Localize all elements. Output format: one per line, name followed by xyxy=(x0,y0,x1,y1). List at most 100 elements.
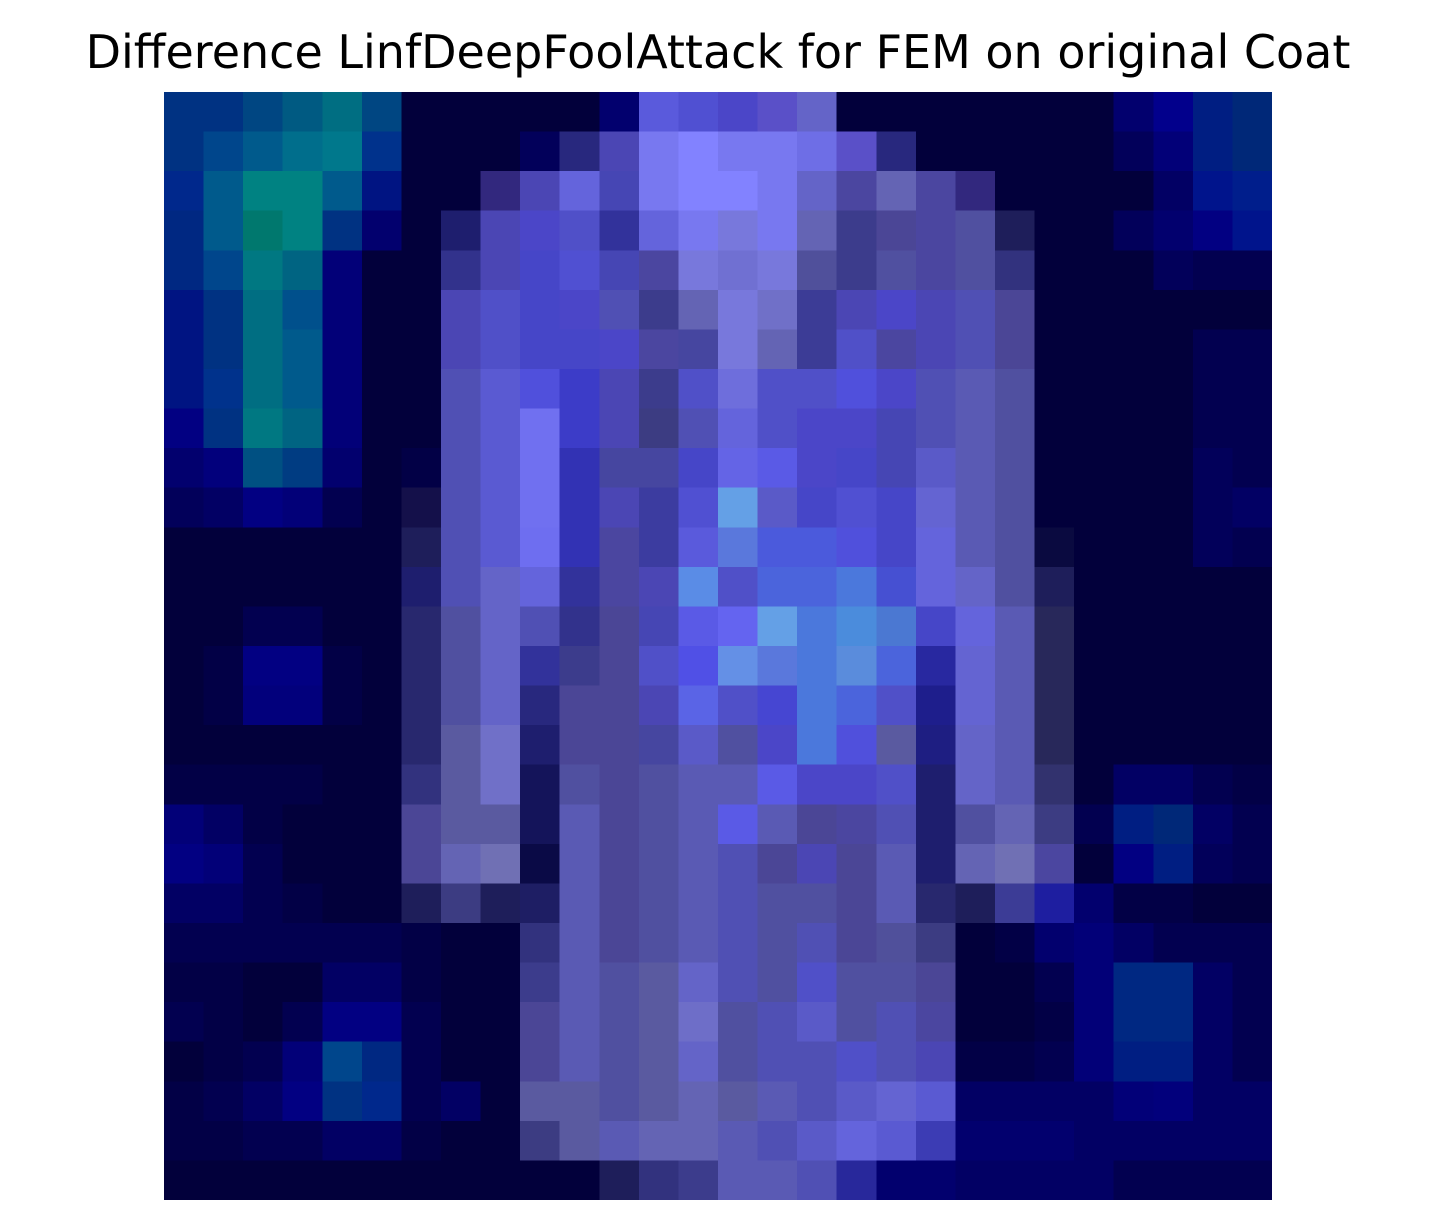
heatmap-cell xyxy=(520,1081,561,1122)
heatmap-cell xyxy=(757,92,798,133)
heatmap-cell xyxy=(559,408,600,449)
heatmap-cell xyxy=(243,527,284,568)
heatmap-cell xyxy=(1192,329,1234,370)
heatmap-cell xyxy=(876,685,917,726)
heatmap-cell xyxy=(401,1160,442,1200)
heatmap-cell xyxy=(1192,1160,1234,1200)
heatmap-cell xyxy=(164,1160,205,1200)
heatmap-cell xyxy=(836,250,877,291)
heatmap-cell xyxy=(638,843,680,885)
heatmap-cell xyxy=(836,1002,877,1043)
heatmap-cell xyxy=(282,566,323,608)
heatmap-cell xyxy=(1074,1041,1115,1082)
heatmap-cell xyxy=(322,92,363,133)
heatmap-cell xyxy=(718,210,759,251)
heatmap-cell xyxy=(915,1160,957,1200)
heatmap-cell xyxy=(1074,171,1115,212)
heatmap-cell xyxy=(836,171,877,212)
heatmap-cell xyxy=(1034,566,1075,608)
heatmap-cell xyxy=(1074,764,1115,805)
heatmap-cell xyxy=(520,685,561,726)
heatmap-cell xyxy=(836,646,877,687)
heatmap-cell xyxy=(441,448,482,489)
heatmap-cell xyxy=(797,843,838,885)
heatmap-cell xyxy=(915,210,957,251)
heatmap-cell xyxy=(1074,566,1115,608)
heatmap-cell xyxy=(164,606,205,647)
heatmap-cell xyxy=(164,329,205,370)
heatmap-cell xyxy=(1232,646,1272,687)
heatmap-cell xyxy=(1074,92,1115,133)
heatmap-cell xyxy=(757,606,798,647)
heatmap-cell xyxy=(282,725,323,766)
heatmap-cell xyxy=(1074,725,1115,766)
heatmap-cell xyxy=(836,923,877,964)
heatmap-cell xyxy=(243,250,284,291)
heatmap-cell xyxy=(638,92,680,133)
heatmap-cell xyxy=(1153,250,1194,291)
heatmap-cell xyxy=(1192,962,1234,1003)
heatmap-cell xyxy=(915,566,957,608)
heatmap-cell xyxy=(876,329,917,370)
heatmap-cell xyxy=(559,289,600,331)
heatmap-cell xyxy=(282,92,323,133)
heatmap-cell xyxy=(1232,329,1272,370)
heatmap-cell xyxy=(678,131,719,172)
heatmap-cell xyxy=(282,448,323,489)
heatmap-cell xyxy=(282,369,323,410)
heatmap-cell xyxy=(559,685,600,726)
heatmap-cell xyxy=(836,725,877,766)
heatmap-cell xyxy=(1074,448,1115,489)
heatmap-cell xyxy=(1153,171,1194,212)
heatmap-cell xyxy=(441,923,482,964)
heatmap-cell xyxy=(164,764,205,805)
heatmap-cell xyxy=(441,329,482,370)
heatmap-cell xyxy=(955,606,996,647)
heatmap-cell xyxy=(164,210,205,251)
heatmap-cell xyxy=(876,250,917,291)
heatmap-cell xyxy=(955,883,996,924)
heatmap-cell xyxy=(836,606,877,647)
heatmap-cell xyxy=(361,408,403,449)
heatmap-cell xyxy=(638,1041,680,1082)
heatmap-cell xyxy=(1034,92,1075,133)
heatmap-cell xyxy=(361,685,403,726)
heatmap-cell xyxy=(520,883,561,924)
heatmap-cell xyxy=(1192,646,1234,687)
heatmap-cell xyxy=(441,843,482,885)
heatmap-cell xyxy=(678,1041,719,1082)
heatmap-cell xyxy=(243,1120,284,1162)
heatmap-cell xyxy=(1113,1041,1154,1082)
heatmap-cell xyxy=(361,725,403,766)
heatmap-cell xyxy=(915,448,957,489)
heatmap-cell xyxy=(1232,566,1272,608)
heatmap-cell xyxy=(401,804,442,845)
heatmap-cell xyxy=(243,725,284,766)
heatmap-cell xyxy=(599,962,640,1003)
heatmap-cell xyxy=(876,369,917,410)
heatmap-cell xyxy=(718,408,759,449)
heatmap-cell xyxy=(1232,131,1272,172)
heatmap-cell xyxy=(955,171,996,212)
heatmap-cell xyxy=(520,210,561,251)
heatmap-cell xyxy=(1034,764,1075,805)
heatmap-cell xyxy=(559,1160,600,1200)
heatmap-cell xyxy=(1232,210,1272,251)
heatmap-cell xyxy=(718,725,759,766)
heatmap-cell xyxy=(718,1160,759,1200)
heatmap-cell xyxy=(718,1081,759,1122)
heatmap-cell xyxy=(401,566,442,608)
heatmap-cell xyxy=(1153,725,1194,766)
heatmap-cell xyxy=(441,369,482,410)
heatmap-cell xyxy=(243,804,284,845)
heatmap-cell xyxy=(797,408,838,449)
heatmap-cell xyxy=(1034,804,1075,845)
heatmap-cell xyxy=(361,1002,403,1043)
heatmap-cell xyxy=(757,725,798,766)
heatmap-cell xyxy=(559,1002,600,1043)
heatmap-cell xyxy=(1232,764,1272,805)
heatmap-cell xyxy=(480,250,521,291)
heatmap-cell xyxy=(441,646,482,687)
heatmap-cell xyxy=(480,725,521,766)
heatmap-cell xyxy=(1113,804,1154,845)
